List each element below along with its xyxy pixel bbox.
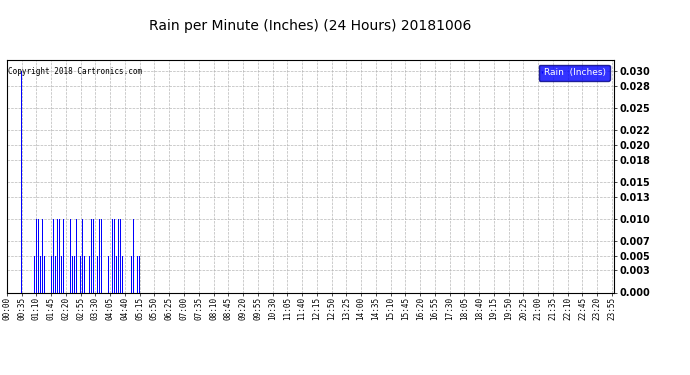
- Bar: [131, 256, 132, 292]
- Bar: [44, 256, 46, 292]
- Bar: [48, 219, 50, 292]
- Bar: [55, 256, 56, 292]
- Text: Copyright 2018 Cartronics.com: Copyright 2018 Cartronics.com: [8, 67, 142, 76]
- Bar: [116, 256, 117, 292]
- Bar: [93, 219, 94, 292]
- Bar: [99, 219, 100, 292]
- Bar: [120, 219, 121, 292]
- Bar: [57, 219, 58, 292]
- Bar: [36, 219, 37, 292]
- Bar: [82, 219, 83, 292]
- Text: Rain per Minute (Inches) (24 Hours) 20181006: Rain per Minute (Inches) (24 Hours) 2018…: [149, 19, 472, 33]
- Bar: [51, 256, 52, 292]
- Bar: [137, 256, 138, 292]
- Bar: [21, 71, 22, 292]
- Bar: [118, 219, 119, 292]
- Bar: [89, 256, 90, 292]
- Bar: [122, 256, 124, 292]
- Bar: [114, 219, 115, 292]
- Bar: [42, 219, 43, 292]
- Bar: [46, 219, 48, 292]
- Bar: [53, 219, 54, 292]
- Bar: [91, 219, 92, 292]
- Bar: [97, 256, 98, 292]
- Bar: [133, 219, 134, 292]
- Bar: [87, 219, 88, 292]
- Bar: [74, 256, 75, 292]
- Legend: Rain  (Inches): Rain (Inches): [539, 64, 609, 81]
- Bar: [139, 256, 140, 292]
- Bar: [127, 219, 128, 292]
- Bar: [38, 219, 39, 292]
- Bar: [59, 219, 60, 292]
- Bar: [84, 256, 86, 292]
- Bar: [76, 219, 77, 292]
- Bar: [101, 219, 102, 292]
- Bar: [61, 256, 62, 292]
- Bar: [40, 256, 41, 292]
- Bar: [80, 256, 81, 292]
- Bar: [63, 219, 64, 292]
